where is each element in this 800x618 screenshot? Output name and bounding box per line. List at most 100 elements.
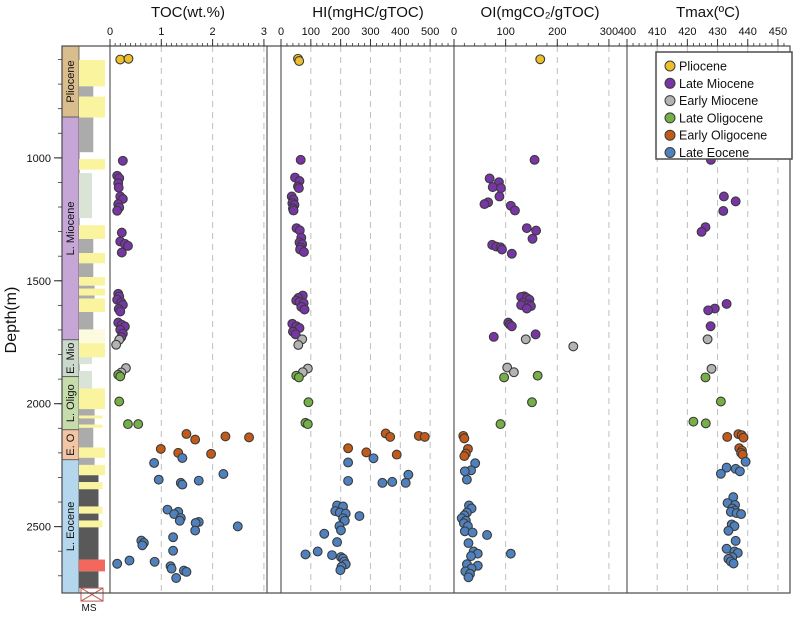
litho-band	[79, 329, 105, 344]
data-point-toc-late-miocene	[116, 227, 127, 238]
data-point-toc-late-eocene	[166, 563, 177, 574]
data-point-tmax-early-miocene	[706, 363, 717, 374]
data-point-hi-late-eocene	[368, 453, 379, 464]
data-point-oi-early-oligocene	[459, 433, 470, 444]
litho-band	[79, 288, 105, 296]
litho-band	[79, 96, 105, 118]
axis-tick-label: 3	[261, 26, 267, 38]
data-point-oi-late-miocene	[509, 205, 520, 216]
data-point-tmax-late-oligocene	[688, 416, 699, 427]
data-point-oi-late-miocene	[506, 321, 517, 332]
data-point-hi-late-eocene	[335, 565, 346, 576]
litho-band	[79, 464, 105, 476]
data-point-tmax-late-eocene	[728, 558, 739, 569]
data-point-oi-late-miocene	[479, 199, 490, 210]
data-point-tmax-late-eocene	[730, 535, 741, 546]
data-point-tmax-early-oligocene	[722, 431, 733, 442]
legend-swatch-icon	[664, 60, 676, 72]
data-point-toc-late-eocene	[193, 475, 204, 486]
data-point-oi-late-oligocene	[499, 372, 510, 383]
litho-band	[79, 388, 105, 410]
axis-tick-label: 300	[361, 26, 379, 38]
litho-band	[79, 285, 95, 289]
data-point-oi-late-miocene	[521, 303, 532, 314]
data-point-oi-early-oligocene	[459, 451, 470, 462]
data-point-hi-late-miocene	[290, 329, 301, 340]
litho-band	[79, 489, 99, 507]
data-point-toc-late-eocene	[168, 545, 179, 556]
litho-band	[79, 427, 94, 448]
axis-tick-label: 100	[302, 26, 320, 38]
axis-tick-label: 430	[708, 26, 726, 38]
axis-tick-label: 0	[451, 26, 457, 38]
data-point-hi-late-eocene	[400, 477, 411, 488]
data-point-toc-late-miocene	[115, 306, 126, 317]
data-point-toc-early-oligocene	[155, 443, 166, 454]
panel-title-oi: OI(mgCO₂/gTOC)	[481, 4, 600, 21]
data-point-tmax-late-eocene	[736, 509, 747, 520]
data-point-tmax-late-eocene	[715, 468, 726, 479]
axis-tick-label: 200	[548, 26, 566, 38]
data-point-toc-late-oligocene	[133, 419, 144, 430]
data-point-hi-late-miocene	[288, 205, 299, 216]
depth-axis-label: Depth(m)	[3, 287, 20, 354]
litho-band	[79, 86, 94, 97]
data-point-toc-early-oligocene	[206, 448, 217, 459]
data-point-oi-late-miocene	[496, 183, 506, 194]
data-point-tmax-late-oligocene	[700, 372, 711, 383]
data-point-toc-late-eocene	[149, 556, 160, 567]
data-point-tmax-late-miocene	[703, 305, 714, 316]
strat-epoch-label: L. Miocene	[65, 202, 77, 256]
litho-band	[79, 371, 92, 389]
data-point-hi-late-eocene	[319, 528, 330, 539]
data-point-tmax-late-miocene	[705, 321, 716, 332]
data-point-toc-pliocene	[115, 54, 126, 65]
data-point-tmax-late-eocene	[734, 466, 745, 477]
data-point-toc-late-eocene	[153, 474, 164, 485]
data-point-oi-late-eocene	[463, 572, 474, 583]
data-point-oi-late-miocene	[521, 223, 532, 234]
litho-band	[79, 357, 92, 365]
litho-band	[79, 298, 105, 313]
legend-item-label: Late Oligocene	[679, 111, 763, 125]
data-point-tmax-late-miocene	[718, 206, 729, 216]
data-point-hi-early-oligocene	[391, 449, 402, 460]
litho-band	[79, 295, 95, 299]
data-point-oi-late-miocene	[487, 182, 498, 193]
litho-band	[79, 60, 105, 87]
data-point-tmax-late-miocene	[730, 196, 741, 207]
litho-band	[79, 252, 105, 264]
panel-title-hi: HI(mgHC/gTOC)	[312, 4, 423, 21]
axis-tick-label: 410	[648, 26, 666, 38]
strat-epoch-label: L. Oligo	[65, 384, 77, 422]
data-point-toc-early-oligocene	[190, 434, 201, 445]
data-point-hi-late-eocene	[312, 546, 323, 557]
legend-swatch-icon	[664, 95, 676, 107]
litho-band	[79, 482, 103, 490]
crossed-box-symbol	[80, 587, 104, 602]
litho-band	[79, 117, 94, 153]
data-point-hi-late-eocene	[377, 477, 388, 488]
axis-tick-label: 200	[331, 26, 349, 38]
depth-tick-label: 1000	[27, 153, 51, 165]
data-point-toc-late-oligocene	[115, 371, 126, 382]
litho-band	[79, 457, 95, 465]
data-point-toc-late-eocene	[171, 573, 182, 583]
ms-label: MS	[82, 603, 97, 613]
litho-band	[79, 409, 95, 416]
data-point-toc-late-eocene	[232, 521, 243, 532]
litho-band	[79, 159, 105, 170]
data-point-hi-late-miocene	[295, 154, 306, 165]
data-point-tmax-late-oligocene	[715, 396, 726, 407]
data-point-toc-late-oligocene	[114, 396, 125, 407]
data-point-hi-late-eocene	[327, 550, 337, 561]
legend-item-label: Early Miocene	[679, 94, 758, 108]
data-point-oi-early-miocene	[502, 362, 513, 373]
data-point-hi-late-oligocene	[303, 397, 314, 408]
data-point-oi-early-miocene	[508, 367, 519, 378]
axis-tick-label: 450	[769, 26, 787, 38]
legend	[655, 51, 793, 160]
litho-band	[79, 513, 99, 521]
data-point-oi-late-miocene	[506, 248, 517, 259]
